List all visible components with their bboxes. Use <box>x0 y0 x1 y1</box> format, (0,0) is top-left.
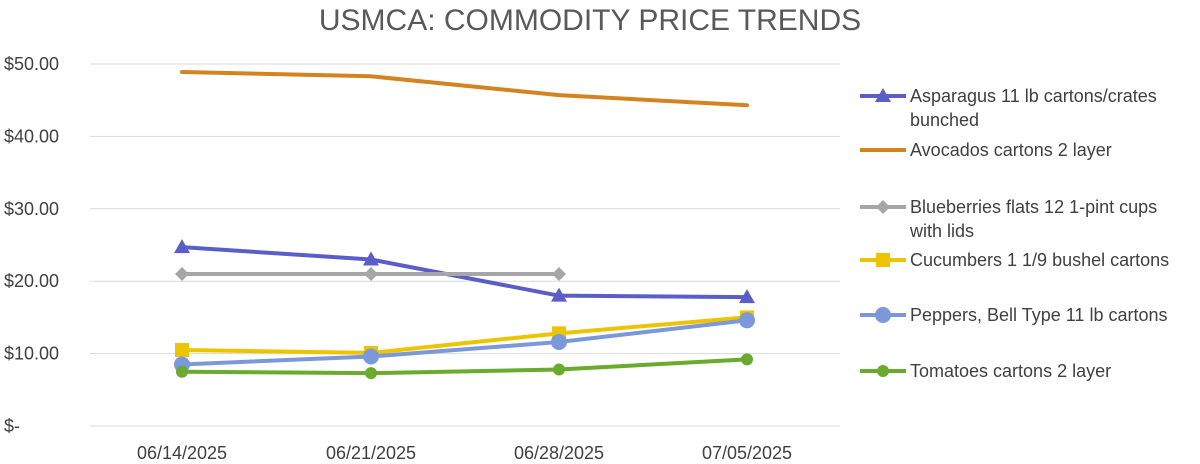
legend-label: Avocados cartons 2 layer <box>910 140 1112 160</box>
y-tick-label: $10.00 <box>4 344 59 364</box>
legend-marker <box>876 253 890 267</box>
blueberries-flats-12-1-pint-cups-point <box>552 266 566 281</box>
tomatoes-cartons-2-layer-point <box>741 353 753 366</box>
peppers-bell-type-11-lb-cartons-point <box>551 334 567 351</box>
blueberries-flats-12-1-pint-cups-point <box>364 266 378 281</box>
legend-marker <box>877 365 889 377</box>
y-tick-label: $30.00 <box>4 199 59 219</box>
asparagus-11-lb-cartons-crates-point <box>551 287 567 302</box>
tomatoes-cartons-2-layer-point <box>553 363 565 376</box>
legend-item-avocados-cartons-2-layer: Avocados cartons 2 layer <box>860 140 1112 160</box>
chart-title: USMCA: COMMODITY PRICE TRENDS <box>319 4 861 37</box>
legend-label: Peppers, Bell Type 11 lb cartons <box>910 305 1167 325</box>
cucumbers-1-1-9-bushel-cartons-series <box>175 310 754 360</box>
legend-label: bunched <box>910 110 979 130</box>
y-tick-label: $20.00 <box>4 271 59 291</box>
legend-item-blueberries-flats-12-1-pint-cups: Blueberries flats 12 1-pint cups with lid… <box>860 197 1157 241</box>
gridlines <box>90 63 840 427</box>
tomatoes-cartons-2-layer-point <box>365 367 377 380</box>
tomatoes-cartons-2-layer-series <box>176 353 753 380</box>
y-axis-ticks: $- $10.00 $20.00 $30.00 $40.00 $50.00 <box>4 54 59 436</box>
series-lines <box>174 69 755 380</box>
cucumbers-1-1-9-bushel-cartons-line <box>180 315 749 355</box>
avocados-cartons-2-layer-series <box>180 69 749 108</box>
legend-item-peppers-bell-type-11-lb-cartons: Peppers, Bell Type 11 lb cartons <box>860 305 1167 325</box>
x-tick-label: 06/21/2025 <box>326 443 416 463</box>
asparagus-11-lb-cartons-crates-point <box>174 239 190 254</box>
avocados-cartons-2-layer-line <box>180 69 749 108</box>
legend-item-tomatoes-cartons-2-layer: Tomatoes cartons 2 layer <box>860 361 1111 381</box>
asparagus-11-lb-cartons-crates-line <box>180 245 749 300</box>
peppers-bell-type-11-lb-cartons-point <box>739 312 755 329</box>
x-tick-label: 07/05/2025 <box>702 443 792 463</box>
legend-label: Blueberries flats 12 1-pint cups <box>910 197 1157 217</box>
peppers-bell-type-11-lb-cartons-point <box>363 348 379 365</box>
asparagus-11-lb-cartons-crates-series <box>174 239 755 304</box>
legend: Asparagus 11 lb cartons/crates bunched Avo… <box>860 86 1169 381</box>
y-tick-label: $40.00 <box>4 126 59 146</box>
legend-label: Asparagus 11 lb cartons/crates <box>910 86 1157 106</box>
legend-marker <box>875 307 891 323</box>
legend-item-cucumbers-1-1-9-bushel-cartons: Cucumbers 1 1/9 bushel cartons <box>860 250 1169 270</box>
legend-marker <box>876 200 890 214</box>
asparagus-11-lb-cartons-crates-point <box>739 289 755 304</box>
tomatoes-cartons-2-layer-line <box>180 357 749 376</box>
x-tick-label: 06/14/2025 <box>137 443 227 463</box>
peppers-bell-type-11-lb-cartons-line <box>180 318 749 367</box>
y-tick-label: $50.00 <box>4 54 59 74</box>
legend-label: with lids <box>909 221 974 241</box>
tomatoes-cartons-2-layer-point <box>176 365 188 378</box>
blueberries-flats-12-1-pint-cups-series <box>175 266 566 281</box>
asparagus-11-lb-cartons-crates-point <box>363 251 379 266</box>
y-tick-label: $- <box>4 416 20 436</box>
legend-label: Cucumbers 1 1/9 bushel cartons <box>910 250 1169 270</box>
legend-label: Tomatoes cartons 2 layer <box>910 361 1111 381</box>
blueberries-flats-12-1-pint-cups-point <box>175 266 189 281</box>
x-axis-ticks: 06/14/2025 06/21/2025 06/28/2025 07/05/2025 <box>137 443 792 463</box>
cucumbers-1-1-9-bushel-cartons-point <box>175 342 189 357</box>
legend-item-asparagus-11-lb-cartons-crates: Asparagus 11 lb cartons/crates bunched <box>860 86 1157 130</box>
legend-marker <box>875 88 891 102</box>
x-tick-label: 06/28/2025 <box>514 443 604 463</box>
